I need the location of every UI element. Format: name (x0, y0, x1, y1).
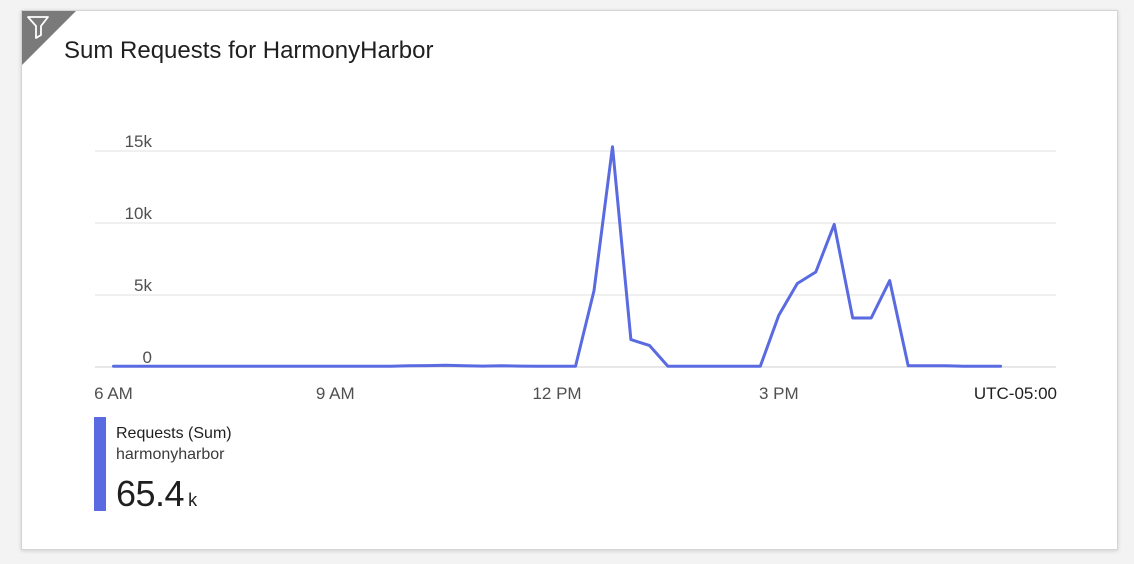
legend-summary-value: 65.4 (116, 473, 185, 514)
series-line[interactable] (112, 145, 1003, 368)
timezone-label: UTC-05:00 (974, 384, 1057, 403)
x-tick-label: 9 AM (316, 384, 355, 403)
line-chart[interactable]: 0 5k 10k 15k 6 AM 9 AM 12 PM 3 PM UTC-05:00 (22, 11, 1119, 406)
filter-corner[interactable] (22, 11, 76, 65)
y-axis-labels: 0 5k 10k 15k (125, 132, 153, 367)
legend-resource-name: harmonyharbor (116, 446, 225, 463)
y-tick-label: 0 (143, 348, 152, 367)
legend-summary: 65.4 k (116, 473, 197, 515)
legend-metric-name: Requests (Sum) (116, 425, 232, 442)
legend-swatch (94, 417, 106, 511)
chart-series (112, 145, 1003, 368)
legend-item[interactable]: Requests (Sum) harmonyharbor 65.4 k (94, 417, 354, 515)
x-tick-label: 6 AM (94, 384, 133, 403)
y-tick-label: 5k (134, 276, 152, 295)
chart-title: Sum Requests for HarmonyHarbor (64, 37, 434, 64)
chart-tile: Sum Requests for HarmonyHarbor 0 5k 10k 15k… (21, 10, 1118, 550)
y-tick-label: 10k (125, 204, 153, 223)
x-tick-label: 12 PM (532, 384, 581, 403)
y-tick-label: 15k (125, 132, 153, 151)
x-axis-labels: 6 AM 9 AM 12 PM 3 PM (94, 384, 799, 403)
chart-grid (95, 150, 1056, 368)
legend-summary-unit: k (188, 490, 198, 510)
x-tick-label: 3 PM (759, 384, 799, 403)
filter-icon (27, 16, 49, 39)
